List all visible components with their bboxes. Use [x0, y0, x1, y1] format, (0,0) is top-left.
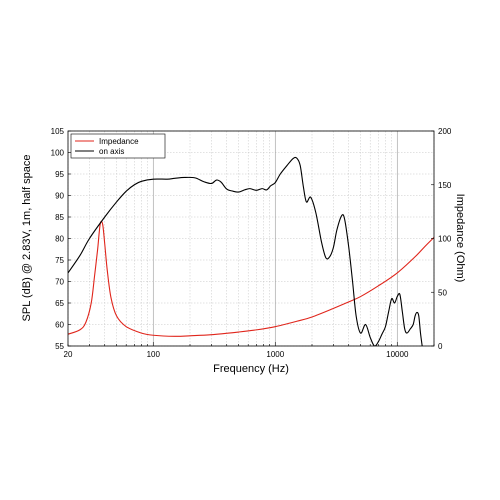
y-left-tick-label: 65 [55, 299, 64, 308]
legend-label-on-axis: on axis [99, 147, 124, 156]
y-right-tick-label: 0 [438, 342, 443, 351]
y-left-tick-label: 80 [55, 235, 64, 244]
y-right-tick-label: 200 [438, 127, 452, 136]
major-gridlines [152, 131, 398, 346]
y-axis-label-right: Impedance (Ohm) [454, 194, 466, 283]
axis-ticks [67, 130, 435, 347]
y-left-tick-label: 55 [55, 342, 64, 351]
x-tick-label: 1000 [266, 350, 284, 359]
y-left-tick-label: 100 [51, 149, 65, 158]
y-right-tick-label: 50 [438, 288, 447, 297]
series-layer [68, 156, 434, 346]
legend-box [70, 133, 166, 159]
y-left-tick-label: 105 [51, 127, 65, 136]
x-tick-label: 20 [64, 350, 73, 359]
y-right-tick-label: 150 [438, 181, 452, 190]
y-left-tick-label: 90 [55, 192, 64, 201]
y-left-tick-label: 70 [55, 278, 64, 287]
series-line-impedance [68, 220, 434, 337]
x-tick-label: 10000 [386, 350, 409, 359]
y-axis-label-left: SPL (dB) @ 2.83V, 1m, half space [21, 155, 33, 322]
y-left-tick-label: 75 [55, 256, 64, 265]
y-left-tick-label: 85 [55, 213, 64, 222]
legend-label-impedance: Impedance [99, 137, 139, 146]
tick-labels: 20 100 1000 10000 55 60 65 70 75 80 85 90 95 100 105 0 5… [51, 127, 452, 359]
y-right-tick-label: 100 [438, 235, 452, 244]
x-axis-label: Frequency (Hz) [213, 363, 289, 375]
x-tick-label: 100 [147, 350, 161, 359]
series-line-on-axis [68, 156, 423, 346]
y-left-tick-label: 60 [55, 321, 64, 330]
y-left-tick-label: 95 [55, 170, 64, 179]
legend: Impedance on axis [70, 133, 166, 159]
